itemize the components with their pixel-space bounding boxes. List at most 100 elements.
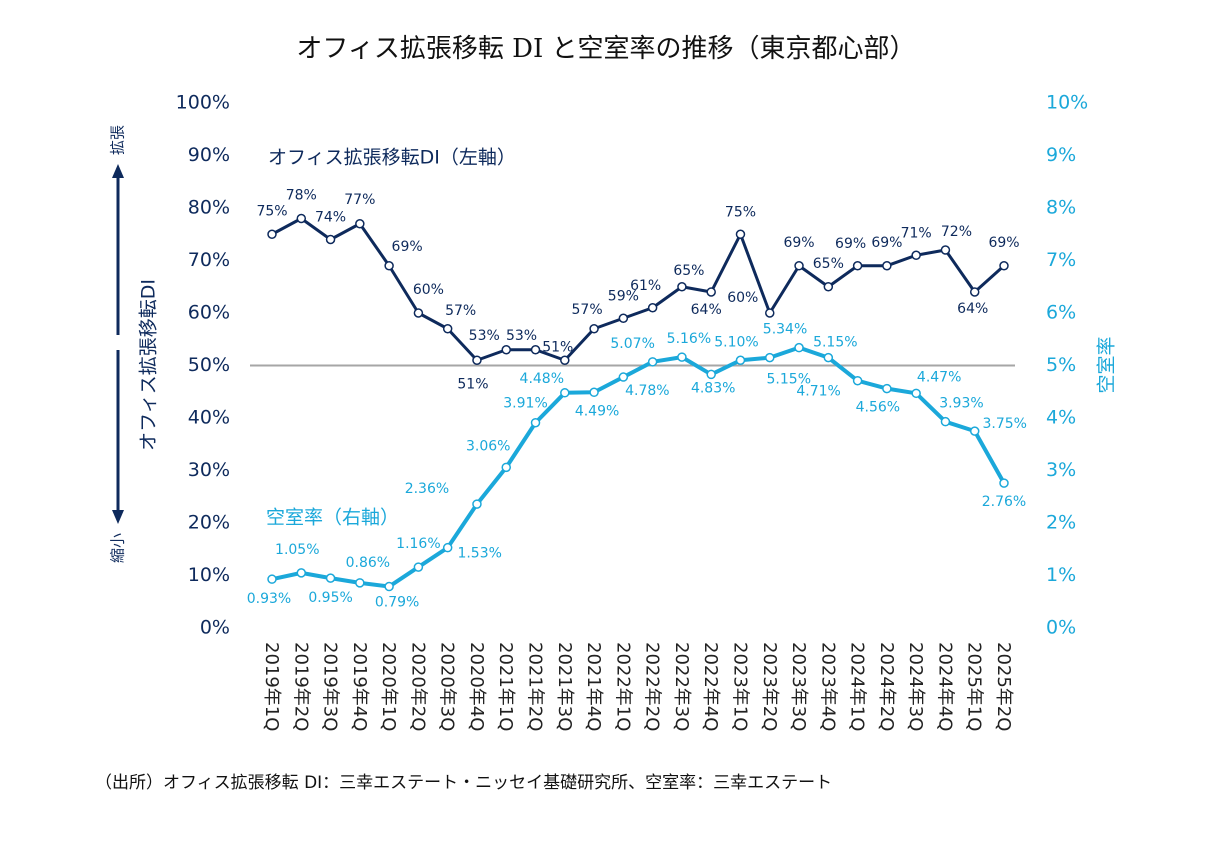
source-note: （出所）オフィス拡張移転 DI：三幸エステート・ニッセイ基礎研究所、空室率：三幸… [95, 773, 832, 793]
data-point [472, 499, 482, 509]
data-point [296, 213, 307, 224]
y2-tick-label: 9% [1046, 144, 1076, 166]
x-tick-label: 2020年3Q [437, 642, 458, 731]
data-point [472, 355, 482, 365]
data-label: 3.06% [466, 438, 510, 454]
data-point [735, 229, 746, 239]
data-point [940, 416, 951, 427]
data-label: 5.16% [667, 331, 711, 347]
data-label: 4.56% [856, 400, 900, 416]
data-label: 61% [630, 278, 661, 294]
data-point [589, 387, 599, 398]
y-tick-label: 60% [188, 302, 230, 324]
data-label: 57% [445, 303, 476, 319]
data-point [325, 573, 336, 583]
data-label: 72% [941, 224, 972, 240]
data-point [677, 352, 687, 362]
data-label: 75% [725, 204, 756, 220]
arrow-head [112, 164, 124, 178]
data-point [735, 355, 746, 365]
series-line [271, 345, 1006, 589]
y-axis-title: オフィス拡張移転DI [138, 279, 160, 451]
data-point [823, 282, 834, 292]
data-label: 0.86% [346, 555, 390, 571]
data-point [413, 562, 424, 572]
data-label: 0.95% [308, 590, 352, 606]
data-label: 1.53% [457, 546, 501, 562]
x-tick-label: 2025年2Q [993, 642, 1014, 731]
data-label: 69% [783, 235, 814, 251]
data-label: 71% [901, 225, 932, 241]
data-label: 51% [457, 376, 488, 392]
data-point [589, 324, 599, 334]
data-label: 3.75% [982, 416, 1026, 432]
data-point [823, 352, 834, 363]
series-label: 空室率（右軸） [266, 507, 399, 529]
y2-tick-label: 4% [1046, 407, 1076, 429]
data-label: 5.34% [763, 322, 807, 338]
series-label: オフィス拡張移転DI（左軸） [268, 147, 516, 169]
x-tick-label: 2023年2Q [759, 642, 780, 731]
data-point [706, 369, 716, 380]
data-label: 60% [727, 290, 758, 306]
x-tick-label: 2021年4Q [583, 642, 604, 731]
y2-tick-label: 0% [1046, 617, 1076, 639]
data-point [794, 342, 804, 353]
data-label: 75% [256, 203, 287, 219]
data-label: 3.91% [503, 396, 547, 412]
data-point [852, 261, 863, 271]
arrow-head [112, 510, 124, 524]
series-line [271, 217, 1006, 362]
data-label: 51% [542, 339, 573, 355]
data-point [647, 303, 658, 313]
data-label: 4.83% [691, 380, 735, 396]
x-tick-label: 2024年3Q [905, 642, 926, 731]
x-tick-label: 2024年1Q [847, 642, 868, 731]
y-tick-label: 90% [188, 144, 230, 166]
data-point [442, 324, 453, 334]
x-tick-label: 2020年4Q [466, 642, 487, 731]
data-label: 64% [957, 301, 988, 317]
x-tick-label: 2022年4Q [700, 642, 721, 731]
direction-label: 拡張 [109, 125, 127, 155]
data-label: 69% [835, 236, 866, 252]
data-point [647, 357, 658, 367]
data-label: 1.16% [396, 536, 440, 552]
x-tick-label: 2025年1Q [964, 642, 985, 731]
x-tick-label: 2019年1Q [261, 642, 282, 731]
x-tick-label: 2023年4Q [817, 642, 838, 731]
data-point [355, 219, 365, 229]
x-tick-label: 2022年2Q [642, 642, 663, 731]
data-point [267, 574, 277, 584]
data-point [882, 383, 892, 394]
data-label: 4.78% [625, 383, 669, 399]
data-label: 69% [871, 235, 902, 251]
data-point [999, 261, 1009, 271]
data-point [501, 345, 511, 355]
data-label: 78% [286, 188, 317, 204]
data-point [618, 313, 629, 323]
data-point [852, 375, 863, 386]
data-label: 5.10% [714, 334, 758, 350]
y2-tick-label: 7% [1046, 249, 1076, 271]
x-tick-label: 2023年3Q [788, 642, 809, 731]
y2-axis-title: 空室率 [1096, 336, 1118, 393]
data-point [765, 308, 775, 318]
data-point [969, 287, 980, 297]
data-label: 77% [344, 192, 375, 208]
data-label: 53% [506, 328, 537, 344]
y2-tick-label: 8% [1046, 197, 1076, 219]
data-point [765, 352, 775, 363]
y2-tick-label: 2% [1046, 512, 1076, 534]
y2-tick-label: 5% [1046, 354, 1076, 376]
data-label: 65% [673, 263, 704, 279]
y-tick-label: 80% [188, 197, 230, 219]
data-point [442, 542, 453, 553]
x-tick-label: 2024年4Q [934, 642, 955, 731]
x-tick-label: 2019年3Q [320, 642, 341, 731]
y-tick-label: 0% [200, 617, 230, 639]
data-label: 0.79% [375, 595, 419, 611]
data-label: 69% [988, 235, 1019, 251]
x-tick-label: 2019年2Q [290, 642, 311, 731]
